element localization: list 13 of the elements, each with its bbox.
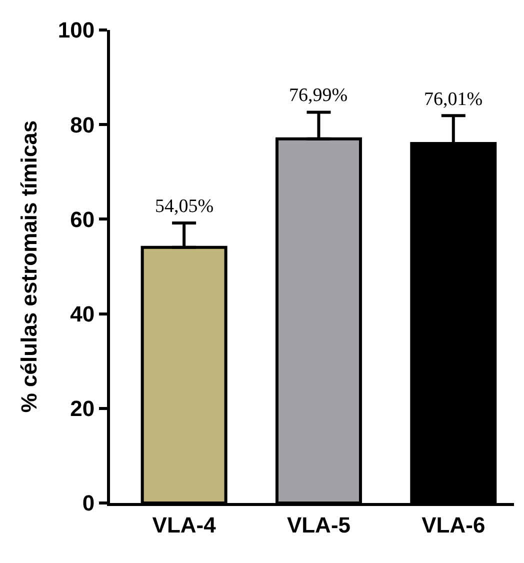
y-tick-label: 60 [70,206,95,232]
y-tick-label: 20 [70,396,95,422]
x-tick-label: VLA-5 [286,512,351,538]
data-label: 76,99% [289,85,348,106]
data-label: 54,05% [155,196,214,217]
data-label: 76,01% [424,89,483,110]
y-tick-label: 80 [70,112,95,138]
y-tick-label: 40 [70,302,95,326]
x-tick-label: VLA-6 [422,512,486,538]
y-axis-title: % células estromais tímicas [16,120,42,413]
y-tick-label: 100 [58,18,95,43]
y-tick-label: 0 [82,490,95,516]
x-tick-label: VLA-4 [152,512,217,538]
